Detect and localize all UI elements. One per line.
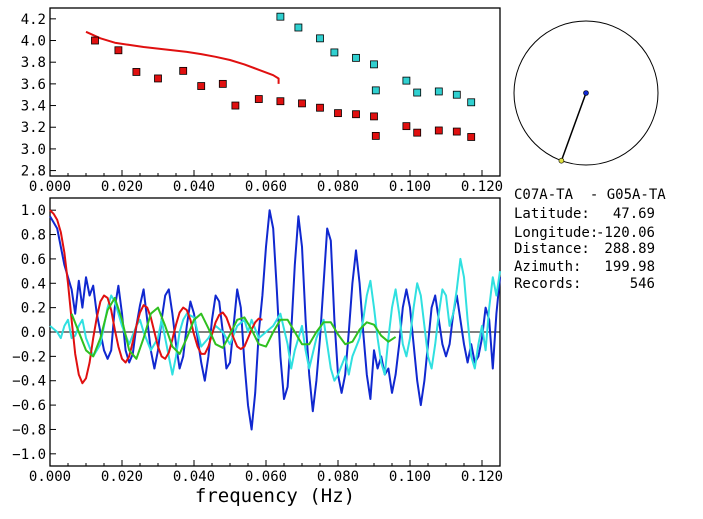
azimuth-tip-dot [558,157,565,164]
data-point [434,87,443,96]
y-tick-label: 4.0 [21,34,46,50]
data-point [231,101,240,110]
y-tick-label: −0.2 [12,349,46,365]
x-tick-label: 0.100 [389,469,431,485]
data-point [294,23,303,32]
longitude-label: Longitude: [514,225,598,241]
data-point [254,95,263,103]
y-tick-label: −0.8 [12,422,46,438]
data-point [334,109,342,118]
x-tick-label: 0.060 [245,179,287,195]
distance-label: Distance: [514,241,590,257]
y-tick-label: 0.2 [21,301,46,317]
records-label: Records: [514,276,581,292]
top-series-layer [85,12,476,141]
azimuth-value: 199.98 [604,259,655,275]
data-point [132,68,141,76]
latitude-label: Latitude: [514,206,590,222]
y-tick-label: 2.8 [21,164,46,180]
y-tick-label: 3.8 [21,55,46,71]
top-axis-ticks: 0.000 0.020 0.040 0.060 0.080 0.100 0.120 4.2 4.… [21,12,503,195]
data-point [413,88,422,97]
bottom-axis-ticks: 0.000 0.020 0.040 0.060 0.080 0.100 0.120 1.0 0.… [12,203,503,485]
latitude-value: 47.69 [613,206,655,222]
x-tick-label: 0.020 [101,469,143,485]
data-point [370,112,378,121]
data-point [154,74,162,83]
series-line-0 [85,30,280,84]
x-tick-label: 0.000 [29,469,71,485]
x-tick-label: 0.080 [317,469,359,485]
data-point [452,90,461,99]
y-tick-label: −1.0 [12,447,46,463]
dial-circle [513,20,659,166]
data-point [218,79,227,88]
data-point [452,127,461,136]
data-point [298,99,306,108]
data-point [413,128,422,137]
data-point [276,12,285,21]
data-point [91,36,99,45]
data-point [330,48,339,57]
x-tick-label: 0.040 [173,179,215,195]
x-tick-label: 0.040 [173,469,215,485]
data-point [402,76,411,85]
distance-value: 288.89 [604,241,655,257]
bottom-line-panel: 0.000 0.020 0.040 0.060 0.080 0.100 0.120 1.0 0.… [12,197,503,507]
data-point [467,133,476,141]
y-tick-label: 3.6 [21,77,46,93]
data-point [352,110,360,119]
y-tick-label: −0.6 [12,398,46,414]
y-tick-label: 3.0 [21,142,46,158]
bottom-series-layer [49,209,501,431]
x-tick-label: 0.120 [461,179,503,195]
data-point [352,53,360,62]
series-line-2 [49,209,263,385]
longitude-value: -120.06 [596,225,655,241]
x-tick-label: 0.100 [389,179,431,195]
x-tick-label: 0.020 [101,179,143,195]
dial-center-dot [583,90,589,96]
y-tick-label: −0.4 [12,374,46,390]
azimuth-needle [560,92,587,161]
data-point [402,122,411,131]
y-tick-label: 3.4 [21,99,46,115]
data-point [371,86,380,95]
data-point [370,60,378,69]
data-point [179,66,188,75]
data-point [197,82,206,90]
series-line-0 [49,209,501,431]
y-tick-label: 0.8 [21,228,46,244]
x-tick-label: 0.060 [245,469,287,485]
records-value: 546 [630,276,655,292]
y-tick-label: 0.6 [21,252,46,268]
data-point [316,34,324,43]
station-info-block: C07A-TA - G05A-TA Latitude: 47.69 Longit… [514,187,666,292]
x-tick-label: 0.120 [461,469,503,485]
x-tick-label: 0.080 [317,179,359,195]
series-line-3 [70,296,397,360]
top-plot-frame [49,7,501,177]
x-axis-title: frequency (Hz) [195,485,355,507]
azimuth-label: Azimuth: [514,259,581,275]
series-line-1 [49,257,501,382]
data-point [467,98,476,107]
top-scatter-panel: 0.000 0.020 0.040 0.060 0.080 0.100 0.120 4.2 4.… [21,7,503,195]
x-tick-label: 0.000 [29,179,71,195]
data-point [276,97,285,106]
y-tick-label: 1.0 [21,203,46,219]
data-point [316,103,324,112]
y-tick-label: 3.2 [21,120,46,136]
data-point [434,126,443,135]
y-tick-label: 0.0 [21,325,46,341]
y-tick-label: 0.4 [21,276,46,292]
y-tick-label: 4.2 [21,12,46,28]
data-point [114,46,123,55]
data-point [371,131,380,140]
station-pair-label: C07A-TA - G05A-TA [514,187,666,203]
azimuth-dial [513,20,659,166]
